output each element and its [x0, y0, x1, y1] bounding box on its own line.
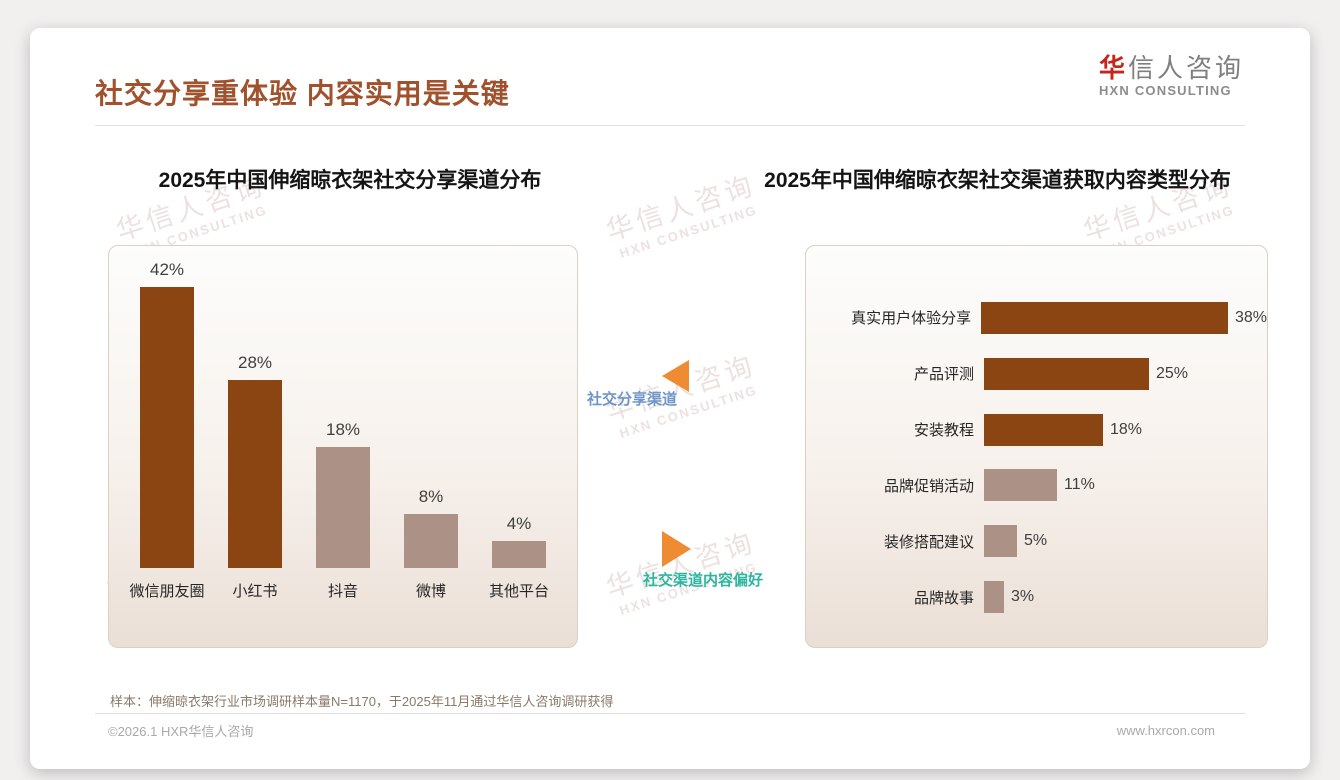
left-pointer-label: 社交分享渠道: [587, 391, 678, 408]
brand-logo-first-char: 华: [1098, 53, 1128, 83]
bar-row-品牌促销活动: 品牌促销活动 11%: [806, 457, 1267, 513]
bar-group-其他平台: 4%: [475, 246, 563, 568]
bar-微博: [404, 514, 458, 568]
footer-website: www.hxrcon.com: [1116, 723, 1215, 738]
bar-value-label: 11%: [1064, 476, 1095, 494]
bar-value-label: 18%: [325, 420, 361, 439]
left-chart-title: 2025年中国伸缩晾衣架社交分享渠道分布: [158, 169, 542, 192]
right-chart-plot-area: 真实用户体验分享 38% 产品评测 25% 安装教程 18% 品牌促销活动 11% 装修搭配建议…: [806, 246, 1267, 647]
bar-value-label: 3%: [1011, 588, 1035, 606]
right-pointer-label: 社交渠道内容偏好: [643, 572, 764, 589]
bar-品牌促销活动: [984, 469, 1057, 502]
bar-value-label: 28%: [237, 353, 273, 372]
footer-copyright: ©2026.1 HXR华信人咨询: [108, 724, 254, 739]
header-divider: [95, 125, 1245, 126]
bar-抖音: [316, 447, 370, 568]
category-label: 安装教程: [913, 422, 974, 440]
category-label: 微信朋友圈: [129, 583, 205, 600]
category-label: 产品评测: [913, 366, 974, 384]
bar-产品评测: [984, 357, 1149, 390]
right-chart-title: 2025年中国伸缩晾衣架社交渠道获取内容类型分布: [764, 169, 1231, 192]
bar-value-label: 8%: [418, 487, 444, 506]
left-chart-panel: 42% 28% 18% 8% 4% 微信朋友圈 小红书 抖音 微博 其他平台: [108, 245, 578, 648]
bar-group-微博: 8%: [387, 246, 475, 568]
brand-logo-english: HXN CONSULTING: [1098, 82, 1232, 98]
bar-row-真实用户体验分享: 真实用户体验分享 38%: [806, 290, 1267, 346]
bar-value-label: 38%: [1234, 308, 1267, 326]
bar-row-产品评测: 产品评测 25%: [806, 346, 1267, 402]
bar-group-微信朋友圈: 42%: [123, 246, 211, 568]
category-label: 小红书: [232, 583, 278, 600]
category-label: 装修搭配建议: [883, 533, 974, 551]
bar-value-label: 5%: [1024, 532, 1048, 550]
bar-value-label: 25%: [1156, 364, 1189, 382]
category-label: 微博: [415, 583, 446, 600]
brand-logo-chinese: 华信人咨询: [1099, 54, 1244, 83]
bar-装修搭配建议: [984, 525, 1017, 558]
sample-note: 样本：伸缩晾衣架行业市场调研样本量N=1170，于2025年11月通过华信人咨询…: [110, 694, 614, 709]
category-label: 真实用户体验分享: [851, 310, 972, 328]
bar-group-小红书: 28%: [211, 246, 299, 568]
left-chart-plot-area: 42% 28% 18% 8% 4%: [109, 246, 577, 568]
arrow-left-icon: [662, 360, 689, 392]
brand-logo: 华信人咨询 HXN CONSULTING: [1099, 54, 1244, 98]
category-label: 抖音: [327, 583, 358, 600]
bar-小红书: [228, 380, 282, 568]
bar-row-品牌故事: 品牌故事 3%: [806, 569, 1267, 625]
category-label: 其他平台: [488, 583, 549, 600]
bar-value-label: 18%: [1110, 420, 1143, 438]
footer-divider: [95, 713, 1245, 714]
page-title: 社交分享重体验 内容实用是关键: [95, 78, 510, 109]
bar-其他平台: [492, 541, 546, 568]
bar-value-label: 4%: [506, 514, 532, 533]
bar-品牌故事: [984, 581, 1004, 614]
bar-真实用户体验分享: [981, 301, 1228, 334]
slide-card: 华信人咨询 HXN CONSULTING 华信人咨询 HXN CONSULTING 华信…: [30, 28, 1310, 769]
category-label: 品牌促销活动: [883, 477, 974, 495]
bar-value-label: 42%: [149, 260, 185, 279]
left-chart-category-axis: 微信朋友圈 小红书 抖音 微博 其他平台: [109, 580, 577, 601]
right-chart-panel: 真实用户体验分享 38% 产品评测 25% 安装教程 18% 品牌促销活动 11% 装修搭配建议…: [805, 245, 1268, 648]
bar-row-装修搭配建议: 装修搭配建议 5%: [806, 513, 1267, 569]
brand-logo-rest: 信人咨询: [1127, 53, 1244, 83]
bar-微信朋友圈: [140, 287, 194, 568]
arrow-right-icon: [662, 531, 691, 567]
bar-group-抖音: 18%: [299, 246, 387, 568]
bar-安装教程: [984, 413, 1103, 446]
category-label: 品牌故事: [913, 589, 974, 607]
bar-row-安装教程: 安装教程 18%: [806, 402, 1267, 458]
